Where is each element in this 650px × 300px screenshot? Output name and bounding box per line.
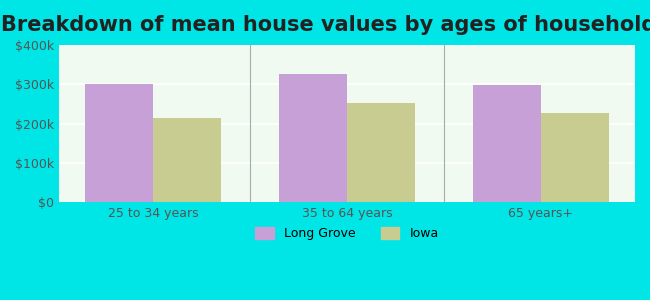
Bar	[85, 84, 153, 202]
Legend: Long Grove, Iowa: Long Grove, Iowa	[249, 221, 445, 247]
Title: Breakdown of mean house values by ages of householders: Breakdown of mean house values by ages o…	[1, 15, 650, 35]
Bar	[473, 85, 541, 202]
Bar	[347, 103, 415, 202]
Bar	[541, 112, 609, 202]
Bar	[153, 118, 221, 202]
Bar	[279, 74, 347, 202]
